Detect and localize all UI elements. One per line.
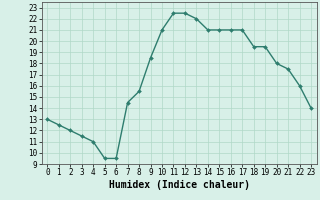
X-axis label: Humidex (Indice chaleur): Humidex (Indice chaleur): [109, 180, 250, 190]
